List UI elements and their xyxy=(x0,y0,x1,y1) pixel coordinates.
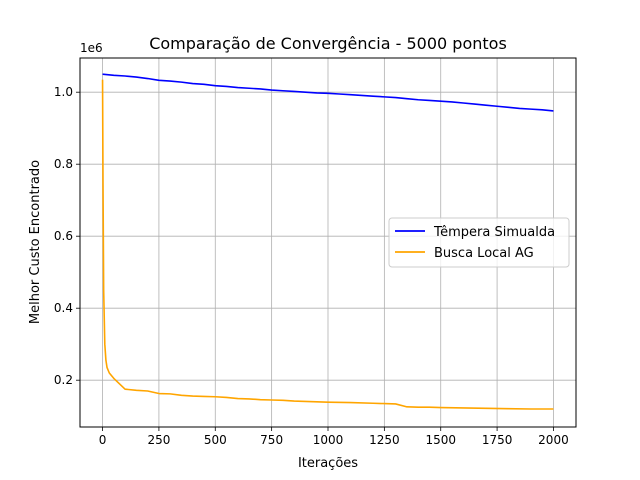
y-tick-label: 1.0 xyxy=(54,85,73,99)
y-axis-label: Melhor Custo Encontrado xyxy=(28,160,43,324)
x-tick-label: 1750 xyxy=(482,433,513,447)
x-tick-label: 2000 xyxy=(538,433,569,447)
legend-label-1: Busca Local AG xyxy=(434,246,534,261)
x-axis-label: Iterações xyxy=(298,456,358,471)
legend: Têmpera Simualda Busca Local AG xyxy=(388,217,570,268)
y-tick-label: 0.6 xyxy=(54,229,73,243)
y-tick-label: 0.8 xyxy=(54,157,73,171)
series-line-1 xyxy=(101,79,554,410)
x-tick-label: 250 xyxy=(147,433,170,447)
x-tick-label: 1500 xyxy=(425,433,456,447)
grid xyxy=(80,58,576,427)
y-axis: 0.2 0.4 0.6 0.8 1.0 xyxy=(54,85,80,387)
x-tick-label: 0 xyxy=(99,433,107,447)
legend-label-0: Têmpera Simualda xyxy=(433,225,555,240)
x-axis: 0 250 500 750 1000 1250 1500 1750 2000 xyxy=(99,427,569,447)
legend-box xyxy=(388,217,570,268)
x-tick-label: 750 xyxy=(260,433,283,447)
chart-title: Comparação de Convergência - 5000 pontos xyxy=(149,34,507,53)
series-line-0 xyxy=(102,73,554,112)
y-tick-label: 0.2 xyxy=(54,373,73,387)
x-tick-label: 1250 xyxy=(369,433,400,447)
x-tick-label: 500 xyxy=(204,433,227,447)
x-tick-label: 1000 xyxy=(313,433,344,447)
y-offset-label: 1e6 xyxy=(80,41,103,55)
y-tick-label: 0.4 xyxy=(54,301,73,315)
series-layer xyxy=(101,73,554,410)
